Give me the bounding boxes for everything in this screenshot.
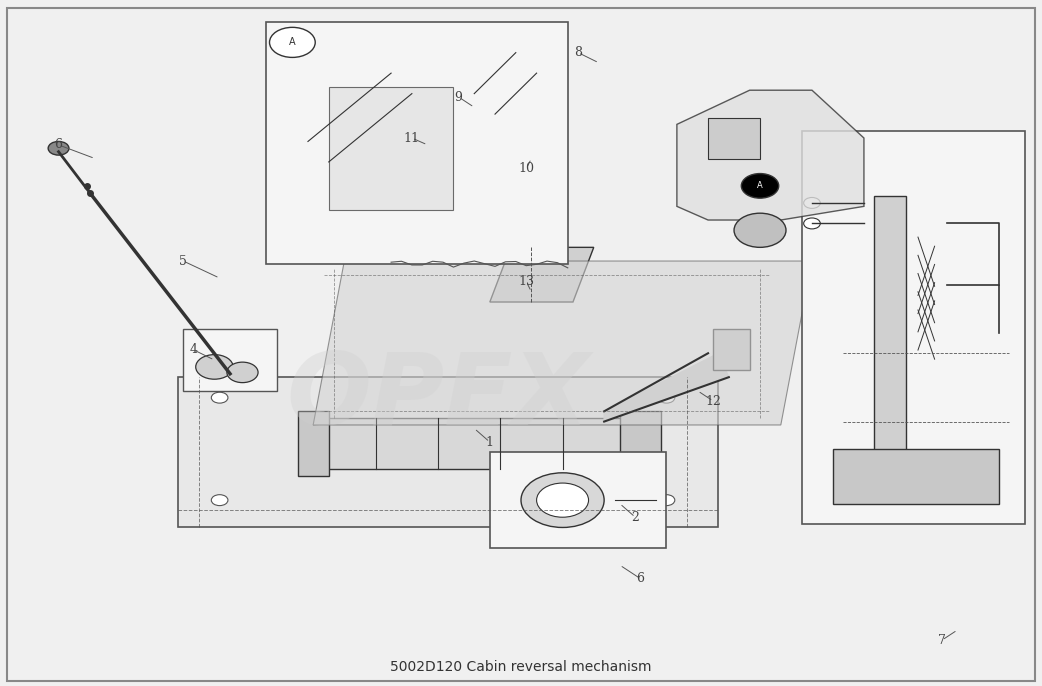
Text: A: A — [758, 181, 763, 190]
Circle shape — [212, 392, 228, 403]
Circle shape — [741, 174, 778, 198]
Polygon shape — [490, 248, 594, 302]
Text: OPEX: OPEX — [287, 349, 590, 446]
Text: 1: 1 — [486, 436, 494, 449]
Polygon shape — [677, 90, 864, 220]
Polygon shape — [314, 261, 812, 425]
Text: 9: 9 — [454, 91, 463, 104]
Circle shape — [48, 141, 69, 155]
Text: 6: 6 — [637, 572, 645, 585]
Text: 11: 11 — [404, 132, 420, 145]
Bar — [490, 452, 667, 548]
FancyBboxPatch shape — [298, 412, 328, 476]
Circle shape — [218, 366, 243, 382]
FancyBboxPatch shape — [714, 329, 749, 370]
Polygon shape — [709, 117, 760, 158]
Text: 13: 13 — [518, 275, 535, 288]
Bar — [801, 131, 1025, 524]
Circle shape — [218, 359, 243, 375]
Text: 10: 10 — [518, 163, 535, 176]
Circle shape — [207, 352, 253, 382]
Circle shape — [521, 473, 604, 528]
Polygon shape — [604, 353, 728, 422]
Circle shape — [227, 362, 258, 383]
FancyBboxPatch shape — [314, 418, 625, 469]
FancyBboxPatch shape — [620, 412, 662, 480]
Text: 5002D120 Cabin reversal mechanism: 5002D120 Cabin reversal mechanism — [391, 661, 651, 674]
Circle shape — [803, 218, 820, 229]
Bar — [267, 22, 568, 264]
Circle shape — [212, 495, 228, 506]
Circle shape — [659, 392, 675, 403]
FancyBboxPatch shape — [178, 377, 718, 528]
Circle shape — [803, 198, 820, 209]
Text: 6: 6 — [54, 139, 63, 152]
Text: 7: 7 — [938, 634, 946, 647]
Circle shape — [659, 495, 675, 506]
Text: 2: 2 — [631, 510, 639, 523]
FancyBboxPatch shape — [833, 449, 999, 504]
Circle shape — [196, 355, 233, 379]
Text: A: A — [289, 37, 296, 47]
Text: 8: 8 — [574, 46, 582, 59]
Circle shape — [734, 213, 786, 248]
Text: 4: 4 — [190, 343, 198, 356]
Circle shape — [537, 483, 589, 517]
Bar — [183, 329, 277, 391]
Text: 12: 12 — [705, 394, 721, 407]
FancyBboxPatch shape — [874, 196, 905, 469]
FancyBboxPatch shape — [328, 87, 453, 210]
Text: 5: 5 — [179, 255, 188, 268]
Circle shape — [270, 27, 316, 58]
